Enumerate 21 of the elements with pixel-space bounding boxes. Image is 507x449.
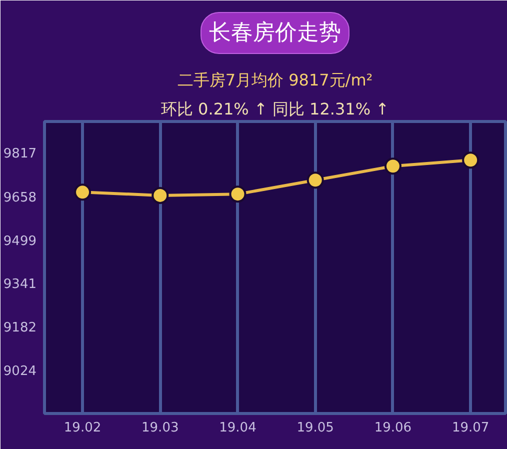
point (306, 172, 324, 189)
y-tick-label: 9499 (3, 234, 37, 249)
x-tick-label: 19.03 (142, 420, 179, 436)
x-tick-label: 19.04 (219, 420, 256, 436)
x-tick-label: 19.06 (374, 420, 412, 436)
y-tick-label: 9341 (3, 277, 37, 292)
text: 环比 0.21% ↑ 同比 12.31% ↑ (160, 100, 390, 118)
point (229, 186, 246, 203)
chart-title: 长春房价走势 (209, 20, 341, 46)
y-tick-label: 9658 (3, 190, 37, 206)
x-tick-label: 19.02 (64, 420, 102, 436)
chart-subtitle: 二手房7月均价 9817元/m² (177, 70, 373, 90)
point (384, 158, 402, 175)
y-tick-label: 9024 (3, 364, 37, 379)
y-tick-label: 9182 (3, 320, 37, 336)
point (152, 186, 169, 204)
x-tick-label: 19.07 (452, 420, 490, 436)
y-tick-label: 9817 (3, 146, 37, 162)
point (74, 184, 92, 201)
x-tick-label: 19.05 (296, 420, 334, 436)
point (462, 152, 480, 169)
